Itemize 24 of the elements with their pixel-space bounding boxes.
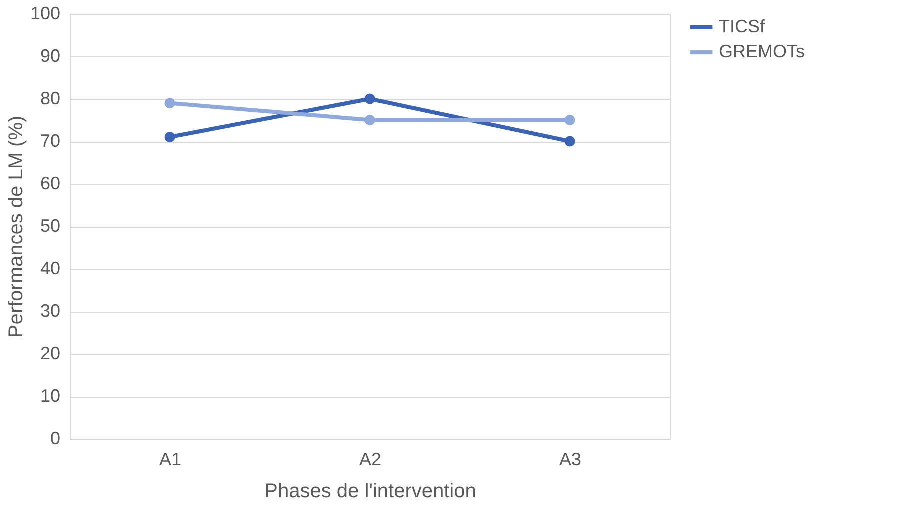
x-tick-label: A3 — [559, 450, 582, 470]
y-tick-label: 10 — [40, 386, 60, 406]
x-tick-label: A1 — [159, 450, 182, 470]
y-tick-label: 100 — [30, 4, 60, 24]
point — [564, 136, 576, 147]
y-tick-label: 50 — [40, 216, 60, 236]
y-tick-label: 40 — [40, 258, 60, 278]
point — [364, 94, 376, 104]
legend-label: TICSf — [719, 16, 766, 36]
legend-label: GREMOTs — [719, 42, 806, 62]
y-tick-label: 0 — [50, 428, 60, 448]
y-tick-label: 80 — [40, 88, 60, 108]
x-tick-label: A2 — [359, 450, 382, 470]
point — [164, 98, 176, 108]
y-axis-title: Performances de LM (%) — [5, 116, 28, 338]
point — [164, 132, 176, 142]
point — [364, 115, 376, 126]
x-axis-title: Phases de l'intervention — [264, 480, 476, 502]
y-tick-label: 20 — [40, 344, 60, 364]
y-tick-label: 60 — [40, 174, 60, 194]
y-tick-label: 70 — [40, 131, 60, 151]
point — [564, 115, 576, 126]
y-tick-label: 30 — [40, 301, 60, 321]
y-tick-label: 90 — [40, 46, 60, 66]
